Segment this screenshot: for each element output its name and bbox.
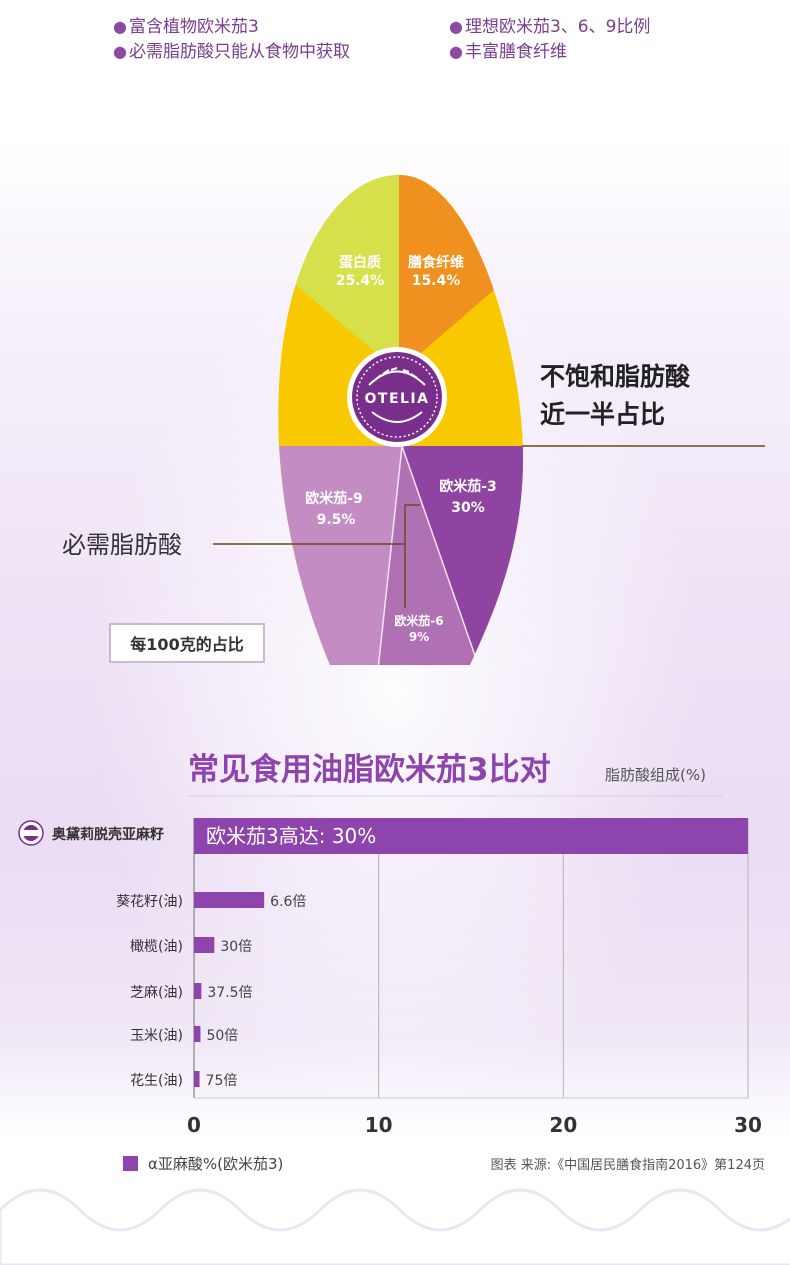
category-label: 花生(油) xyxy=(130,1073,183,1089)
legend-swatch xyxy=(123,1156,138,1171)
protein-value: 25.4% xyxy=(336,273,385,289)
per100-label: 每100克的占比 xyxy=(130,635,243,654)
feature-item: ● 富含植物欧米茄3 xyxy=(113,17,259,37)
category-label: 奥黛莉脱壳亚麻籽 xyxy=(52,826,164,843)
fiber-label: 膳食纤维 xyxy=(408,254,464,271)
omega3-label: 欧米茄-3 xyxy=(439,478,497,495)
bar-value-label: 欧米茄3高达: 30% xyxy=(206,824,376,848)
feature-item: ● 必需脂肪酸只能从食物中获取 xyxy=(113,42,350,62)
bar-value-label: 30倍 xyxy=(220,939,252,955)
x-tick-label: 10 xyxy=(365,1113,393,1137)
seed-composition-chart: OTELIA 蛋白质 25.4% 膳食纤维 15.4% 欧米茄-9 9.5% 欧… xyxy=(62,175,765,665)
unsaturated-callout-line2: 近一半占比 xyxy=(540,400,665,429)
brand-mini-logo xyxy=(18,820,44,846)
chart-title: 常见食用油脂欧米茄3比对 xyxy=(188,752,551,788)
category-label: 芝麻(油) xyxy=(130,985,183,1001)
bar xyxy=(194,1026,201,1042)
bar xyxy=(194,983,202,999)
bullet-icon: ● xyxy=(449,17,463,36)
omega6-value: 9% xyxy=(409,630,429,644)
bar xyxy=(194,937,215,953)
protein-label: 蛋白质 xyxy=(339,254,381,271)
omega6-label: 欧米茄-6 xyxy=(394,613,443,628)
omega3-value: 30% xyxy=(451,500,485,516)
x-tick-label: 0 xyxy=(187,1113,201,1137)
chart-source: 图表 来源:《中国居民膳食指南2016》第124页 xyxy=(491,1157,765,1173)
legend-label: α亚麻酸%(欧米茄3) xyxy=(148,1155,283,1173)
bar xyxy=(194,818,748,854)
chart-subtitle: 脂肪酸组成(%) xyxy=(605,766,706,784)
otelia-logo: OTELIA xyxy=(347,347,447,447)
category-label: 橄榄(油) xyxy=(130,939,183,955)
bar-value-label: 37.5倍 xyxy=(207,985,252,1001)
category-label: 玉米(油) xyxy=(130,1028,183,1044)
otelia-logo-text: OTELIA xyxy=(365,391,430,407)
essential-fat-callout: 必需脂肪酸 xyxy=(62,531,182,559)
bullet-icon: ● xyxy=(113,42,127,61)
wavy-bottom-decoration xyxy=(0,1188,790,1265)
omega3-comparison-chart: 常见食用油脂欧米茄3比对 脂肪酸组成(%) 欧米茄3高达: 30% 奥黛莉脱壳亚麻… xyxy=(18,752,765,1173)
bar-value-label: 75倍 xyxy=(206,1073,238,1089)
x-tick-label: 30 xyxy=(734,1113,762,1137)
bar xyxy=(194,1071,200,1087)
bar xyxy=(194,892,265,908)
unsaturated-callout-line1: 不饱和脂肪酸 xyxy=(540,362,691,391)
omega6-slice xyxy=(378,446,480,665)
x-tick-label: 20 xyxy=(549,1113,577,1137)
feature-item: ● 理想欧米茄3、6、9比例 xyxy=(449,17,651,37)
omega9-value: 9.5% xyxy=(317,512,356,528)
omega9-slice xyxy=(278,446,402,665)
omega9-label: 欧米茄-9 xyxy=(305,490,363,507)
bullet-icon: ● xyxy=(449,42,463,61)
per100-box xyxy=(109,623,265,663)
category-label: 葵花籽(油) xyxy=(116,894,183,910)
bar-value-label: 50倍 xyxy=(206,1028,238,1044)
bar-value-label: 6.6倍 xyxy=(270,894,306,910)
feature-item: ● 丰富膳食纤维 xyxy=(449,42,567,62)
bullet-icon: ● xyxy=(113,17,127,36)
fiber-value: 15.4% xyxy=(412,273,461,289)
essential-bracket-line xyxy=(404,504,420,608)
